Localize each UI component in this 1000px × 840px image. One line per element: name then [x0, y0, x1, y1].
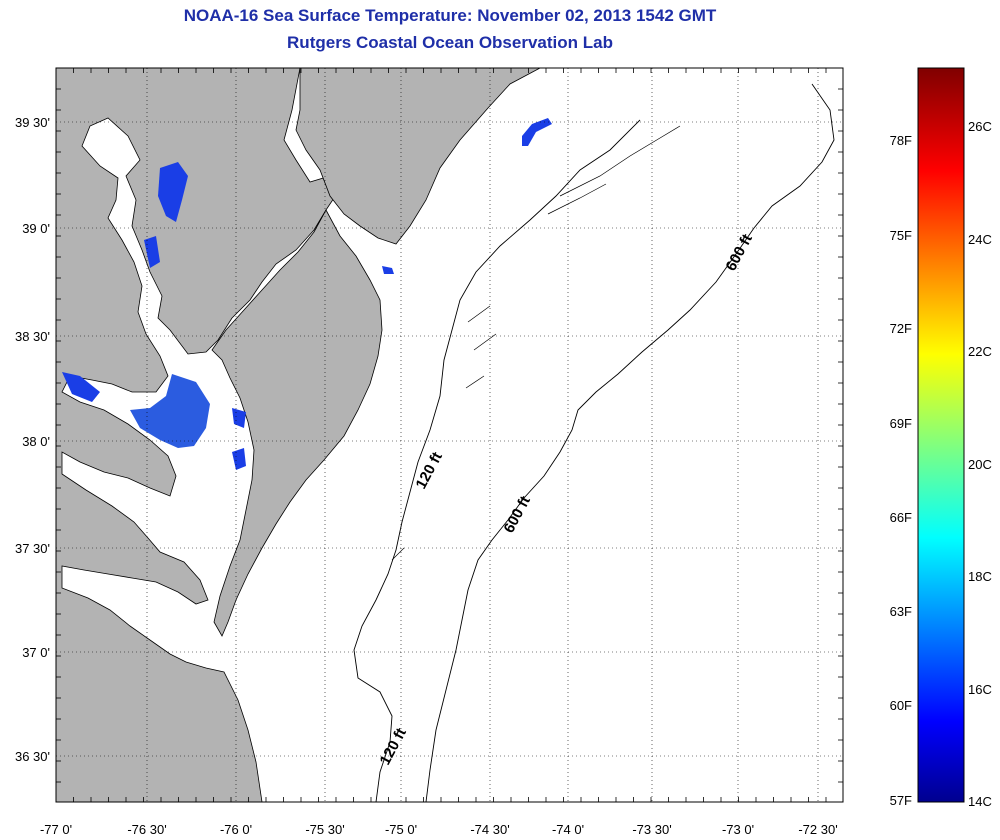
- colorbar-c-label: 16C: [968, 682, 992, 697]
- latitude-label: 37 0': [22, 645, 50, 660]
- land-delaware-shore: [211, 209, 383, 637]
- contour-600ft: [425, 83, 835, 802]
- cold-water-patches: [62, 118, 552, 470]
- latitude-label: 38 0': [22, 434, 50, 449]
- colorbar-f-label: 78F: [890, 133, 912, 148]
- latitude-label: 39 30': [15, 115, 50, 130]
- longitude-label: -75 30': [305, 822, 344, 837]
- colorbar-c-label: 24C: [968, 232, 992, 247]
- colorbar-c-label: 14C: [968, 794, 992, 809]
- latitude-label: 39 0': [22, 221, 50, 236]
- axis-ticks: [55, 67, 843, 802]
- map-subtitle: Rutgers Coastal Ocean Observation Lab: [287, 33, 613, 52]
- longitude-label: -74 0': [552, 822, 584, 837]
- latitude-label: 37 30': [15, 541, 50, 556]
- colorbar-celsius-labels: 26C 24C 22C 20C 18C 16C 14C: [968, 119, 992, 809]
- longitude-label: -72 30': [798, 822, 837, 837]
- colorbar-f-label: 57F: [890, 793, 912, 808]
- longitude-label: -74 30': [470, 822, 509, 837]
- colorbar-f-label: 66F: [890, 510, 912, 525]
- longitude-label: -73 30': [632, 822, 671, 837]
- longitude-label: -75 0': [385, 822, 417, 837]
- longitude-label: -76 30': [127, 822, 166, 837]
- longitude-label: -73 0': [722, 822, 754, 837]
- longitude-axis: -77 0' -76 30' -76 0' -75 30' -75 0' -74 30' -…: [40, 822, 838, 837]
- colorbar-c-label: 18C: [968, 569, 992, 584]
- latitude-axis: 39 30' 39 0' 38 30' 38 0' 37 30' 37 0' 36 30': [15, 115, 50, 764]
- contour-shelf-detail: [391, 125, 681, 561]
- plot-area: 120 ft 600 ft 600 ft 120 ft: [55, 67, 844, 803]
- colorbar: 78F 75F 72F 69F 66F 63F 60F 57F 26C 24C 22C 20C 18C…: [890, 67, 992, 809]
- land-mainland: [56, 68, 339, 802]
- colorbar-c-label: 26C: [968, 119, 992, 134]
- colorbar-fahrenheit-labels: 78F 75F 72F 69F 66F 63F 60F 57F: [890, 133, 912, 808]
- colorbar-gradient: [917, 67, 965, 803]
- colorbar-c-label: 22C: [968, 344, 992, 359]
- colorbar-c-label: 20C: [968, 457, 992, 472]
- colorbar-f-label: 63F: [890, 604, 912, 619]
- map-title: NOAA-16 Sea Surface Temperature: Novembe…: [183, 6, 717, 25]
- longitude-label: -77 0': [40, 822, 72, 837]
- longitude-label: -76 0': [220, 822, 252, 837]
- latitude-label: 38 30': [15, 329, 50, 344]
- land-delmarva: [295, 68, 541, 245]
- contour-120ft: [353, 119, 641, 802]
- colorbar-f-label: 72F: [890, 321, 912, 336]
- colorbar-f-label: 75F: [890, 228, 912, 243]
- latitude-label: 36 30': [15, 749, 50, 764]
- colorbar-f-label: 69F: [890, 416, 912, 431]
- colorbar-f-label: 60F: [890, 698, 912, 713]
- plot-border: [55, 67, 844, 803]
